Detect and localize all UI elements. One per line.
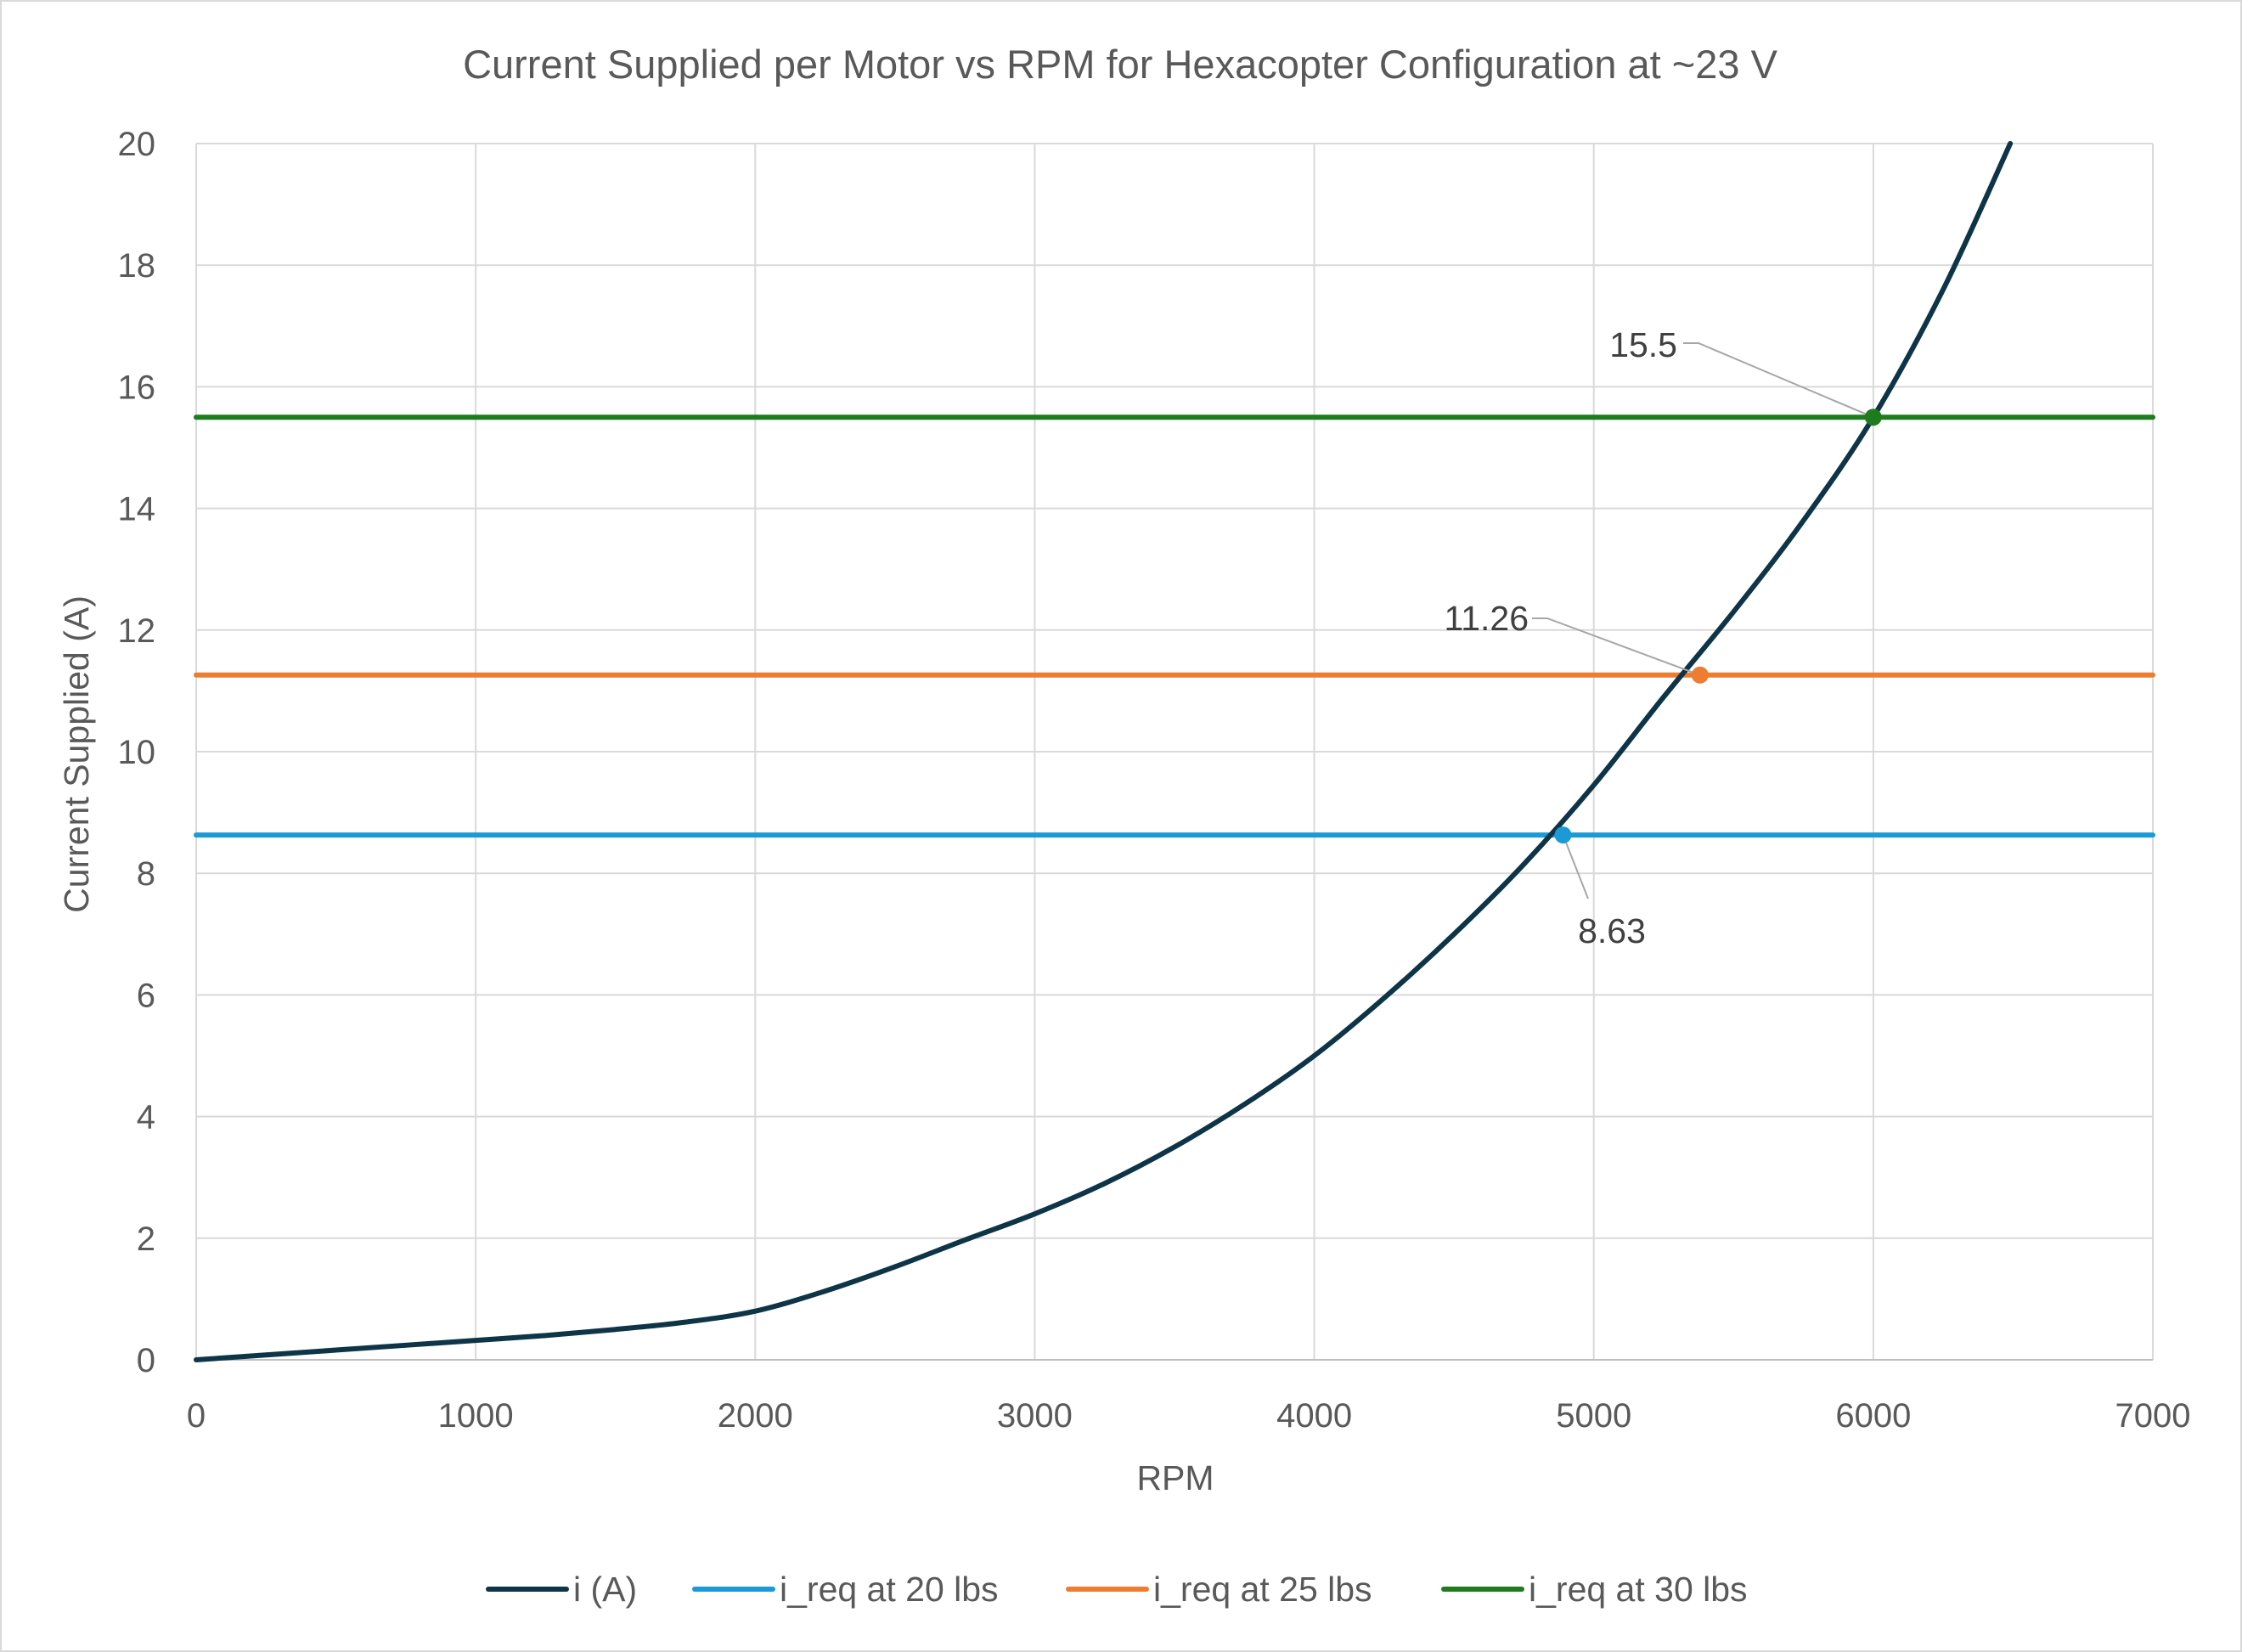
x-tick-label: 5000 [1556, 1397, 1631, 1435]
x-tick-label: 4000 [1276, 1397, 1352, 1435]
legend: i (A) i_req at 20 lbs i_req at 25 lbs i_req… [486, 1570, 1748, 1609]
y-axis-ticks: 0 2 4 6 8 10 12 14 16 18 20 [118, 126, 156, 1379]
x-axis-ticks: 0 1000 2000 3000 4000 5000 6000 7000 [187, 1397, 2191, 1435]
data-marker [1864, 409, 1882, 426]
x-axis-title: RPM [1136, 1458, 1214, 1497]
y-axis-title: Current Supplied (A) [57, 595, 96, 913]
chart-title: Current Supplied per Motor vs RPM for He… [463, 42, 1777, 87]
y-tick-label: 18 [118, 247, 156, 285]
y-tick-label: 2 [137, 1221, 155, 1258]
x-tick-label: 1000 [438, 1397, 514, 1435]
y-tick-label: 14 [118, 491, 156, 528]
y-tick-label: 8 [137, 855, 155, 893]
x-tick-label: 6000 [1835, 1397, 1911, 1435]
y-tick-label: 0 [137, 1342, 155, 1379]
legend-label: i_req at 25 lbs [1153, 1570, 1372, 1609]
leader-line [1532, 617, 1701, 676]
data-label: 8.63 [1578, 911, 1646, 950]
x-tick-label: 7000 [2115, 1397, 2191, 1435]
series-group [194, 141, 2155, 1362]
y-tick-label: 10 [118, 734, 156, 771]
legend-label: i_req at 30 lbs [1529, 1570, 1748, 1609]
y-tick-label: 6 [137, 977, 155, 1014]
y-tick-label: 4 [137, 1099, 155, 1136]
grid [195, 143, 2154, 1361]
data-label: 15.5 [1609, 325, 1677, 364]
legend-label: i_req at 20 lbs [780, 1570, 999, 1609]
x-tick-label: 0 [187, 1397, 206, 1435]
series-line [194, 141, 2014, 1362]
y-tick-label: 12 [118, 612, 156, 650]
data-marker [1691, 666, 1709, 684]
legend-label: i (A) [573, 1570, 637, 1609]
leader-line [1683, 342, 1874, 419]
x-tick-label: 2000 [718, 1397, 793, 1435]
y-tick-label: 16 [118, 369, 156, 406]
data-marker [1554, 826, 1572, 844]
data-label: 11.26 [1444, 599, 1529, 638]
y-tick-label: 20 [118, 126, 156, 163]
x-tick-label: 3000 [997, 1397, 1073, 1435]
leader-line [1562, 834, 1589, 899]
markers-group: 8.63 11.26 15.5 [1444, 325, 1882, 950]
